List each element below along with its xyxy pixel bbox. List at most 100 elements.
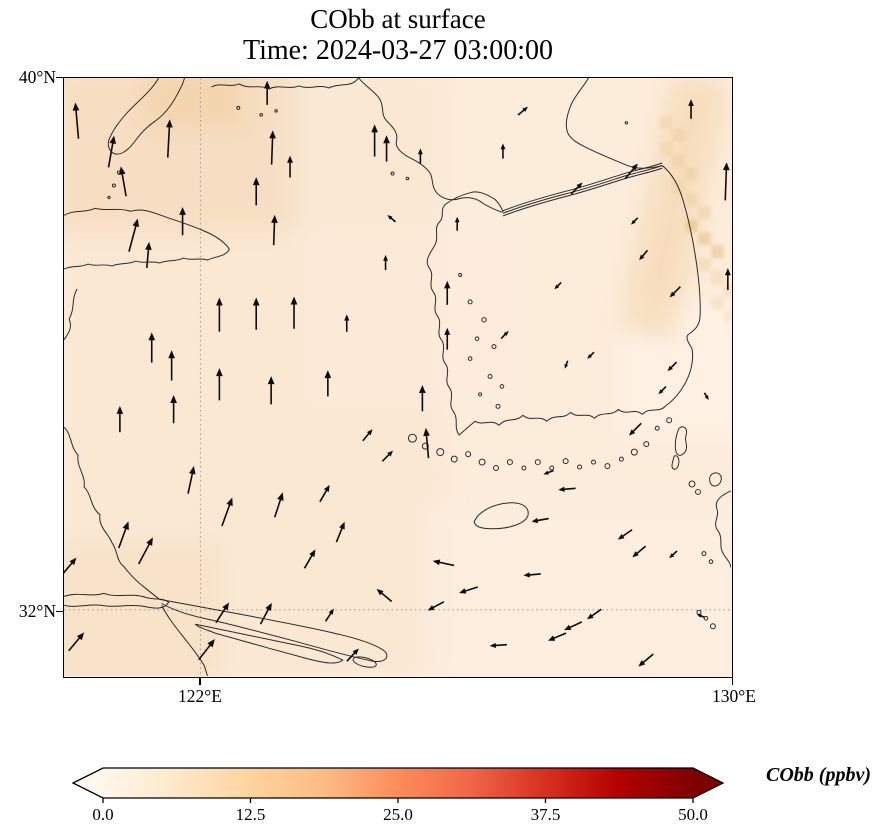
colorbar-tick-3: 37.5	[530, 805, 561, 824]
wind-arrow	[259, 602, 272, 625]
wind-arrow	[624, 163, 638, 180]
wind-arrow	[376, 588, 393, 603]
ytick-32n: 32°N	[18, 601, 56, 621]
wind-arrow	[371, 124, 378, 157]
field-patch	[659, 141, 673, 155]
wind-arrow	[617, 529, 633, 540]
wind-arrow	[724, 268, 731, 290]
wind-arrow	[444, 280, 451, 305]
wind-arrow	[198, 639, 215, 661]
wind-arrow	[319, 484, 330, 503]
wind-quiver-layer	[64, 80, 731, 667]
wind-arrow	[273, 492, 284, 518]
wind-arrow	[168, 350, 175, 381]
wind-arrow	[631, 217, 639, 225]
wind-arrow	[148, 332, 156, 363]
wind-arrow	[444, 327, 451, 350]
wind-arrow	[137, 537, 153, 565]
wind-arrow	[179, 206, 186, 236]
wind-arrow	[216, 368, 223, 401]
wind-arrow	[459, 586, 478, 594]
field-patch	[723, 309, 731, 323]
wind-arrow	[587, 351, 595, 359]
wind-arrow	[383, 254, 389, 271]
wind-arrow	[72, 102, 80, 139]
coastline-shandong	[64, 207, 230, 270]
field-patch	[659, 115, 673, 129]
wind-arrow	[187, 466, 196, 494]
wind-arrow	[638, 653, 654, 667]
wind-arrow	[118, 521, 129, 549]
coastline-korea-east	[661, 165, 701, 407]
wind-arrow	[68, 632, 85, 652]
island-jeju	[473, 502, 529, 530]
colorbar-tick-1: 12.5	[235, 805, 266, 824]
field-patch	[697, 206, 711, 220]
field-patch	[143, 78, 244, 130]
coastline-nk-west	[358, 78, 503, 213]
coastline-china-coast	[64, 426, 160, 600]
wind-arrow	[547, 632, 567, 641]
island-hirado	[709, 472, 722, 487]
wind-arrow	[722, 162, 730, 201]
graticule	[64, 78, 731, 676]
wind-arrow	[639, 249, 649, 261]
island-chongming	[195, 623, 344, 664]
coastline-hangzhou-bay	[161, 605, 208, 676]
wind-arrow	[145, 241, 152, 269]
field-patch	[422, 505, 731, 676]
wind-arrow	[669, 550, 678, 559]
wind-arrow	[500, 143, 506, 159]
plot-subtitle: Time: 2024-03-27 03:00:00	[242, 35, 554, 66]
wind-arrow	[383, 135, 390, 162]
wind-arrow	[107, 135, 117, 168]
wind-arrow	[558, 486, 576, 492]
wind-arrow	[215, 602, 230, 624]
wind-arrow	[324, 370, 332, 397]
islands-small	[107, 105, 716, 630]
wind-arrow	[667, 361, 678, 372]
field-patch	[672, 154, 686, 168]
coastlines	[64, 78, 731, 676]
field-patch	[619, 78, 728, 342]
coastline-yangtze-channel	[64, 592, 170, 609]
wind-arrow	[688, 99, 694, 119]
wind-arrow	[362, 429, 373, 442]
colorbar-label: CObb (ppbv)	[766, 764, 871, 786]
xtickmark-130e	[731, 678, 733, 685]
field-patch	[710, 296, 724, 310]
wind-arrow	[696, 614, 706, 619]
island-delta-shoal	[352, 656, 377, 668]
colorbar-tickmarks	[102, 798, 694, 803]
wind-arrow	[531, 517, 549, 524]
wind-arrow	[417, 148, 423, 164]
wind-arrow	[287, 155, 294, 178]
coastline-korea-bay-north	[211, 78, 360, 90]
field-patch	[710, 245, 724, 259]
xtick-130e: 130°E	[712, 686, 756, 706]
coastline-korea-east-north	[565, 78, 663, 169]
wind-arrow	[427, 601, 445, 611]
wind-arrow	[703, 392, 709, 401]
island-tsushima	[674, 426, 688, 456]
wind-arrow	[628, 422, 642, 436]
wind-arrow	[170, 395, 177, 424]
wind-arrow	[64, 557, 77, 575]
field-patch	[697, 258, 711, 272]
xtickmark-122e	[199, 678, 201, 685]
wind-arrow	[517, 106, 528, 116]
field-patch	[685, 219, 698, 233]
wind-arrow	[570, 182, 583, 195]
field-patch	[697, 232, 711, 246]
colorbar	[72, 767, 725, 803]
coastline-korea-south	[458, 405, 666, 436]
wind-arrow	[252, 297, 260, 330]
wind-arrow	[335, 521, 345, 543]
wind-arrow	[221, 497, 233, 527]
field-patch	[685, 167, 698, 181]
colorbar-tick-0: 0.0	[92, 805, 114, 824]
wind-arrow	[523, 572, 541, 578]
wind-arrow	[423, 427, 430, 459]
concentration-field	[64, 78, 731, 676]
